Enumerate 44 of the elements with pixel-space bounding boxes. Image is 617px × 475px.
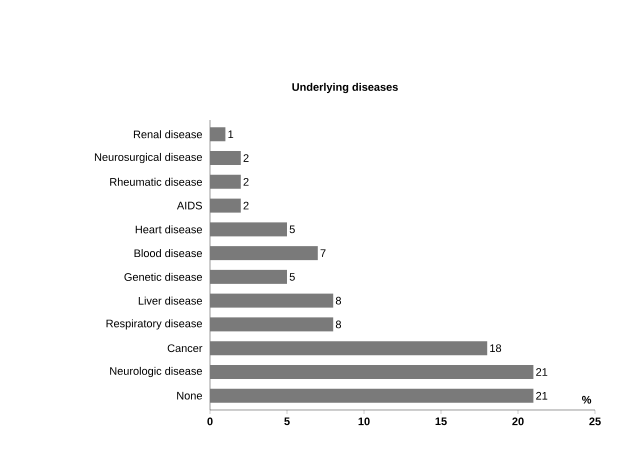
data-label: 2 bbox=[244, 202, 249, 210]
bar bbox=[210, 222, 287, 236]
y-tick-label: Renal disease bbox=[134, 130, 202, 138]
data-label: 7 bbox=[320, 249, 326, 257]
x-tick-label: 10 bbox=[358, 418, 370, 426]
bar bbox=[210, 151, 241, 166]
data-label: 1 bbox=[228, 130, 234, 138]
bar bbox=[210, 174, 241, 189]
x-axis-title: % bbox=[582, 396, 592, 404]
x-tick-label: 20 bbox=[512, 418, 524, 426]
data-label: 5 bbox=[290, 273, 295, 281]
data-label: 18 bbox=[490, 344, 502, 352]
data-label: 21 bbox=[536, 368, 548, 376]
data-label: 21 bbox=[536, 392, 548, 400]
chart-title: Underlying diseases bbox=[292, 82, 398, 94]
x-tick-label: 5 bbox=[284, 418, 290, 426]
bar bbox=[210, 246, 318, 260]
x-tick-label: 0 bbox=[207, 418, 213, 426]
bar bbox=[210, 388, 534, 403]
y-tick-label: Cancer bbox=[168, 344, 202, 352]
bar bbox=[210, 317, 334, 332]
y-tick-label: Neurosurgical disease bbox=[94, 152, 202, 164]
y-tick-label: Rheumatic disease bbox=[110, 178, 202, 186]
y-tick-label: Neurologic disease bbox=[110, 366, 202, 378]
x-tick-label: 15 bbox=[436, 418, 447, 426]
y-tick-label: AIDS bbox=[176, 202, 202, 210]
data-label: 2 bbox=[244, 178, 249, 186]
data-label: 8 bbox=[336, 296, 342, 305]
y-tick-label: Blood disease bbox=[134, 249, 202, 258]
bar bbox=[210, 364, 534, 379]
x-tick-label: 25 bbox=[589, 418, 601, 426]
y-tick-label: None bbox=[177, 392, 202, 400]
data-label: 8 bbox=[336, 320, 342, 328]
bar bbox=[210, 294, 334, 308]
y-tick-label: Respiratory disease bbox=[106, 319, 202, 330]
data-label: 2 bbox=[244, 154, 249, 162]
bar bbox=[210, 270, 287, 284]
y-tick-label: Genetic disease bbox=[124, 272, 202, 281]
bar bbox=[210, 127, 226, 142]
data-label: 5 bbox=[290, 226, 295, 234]
y-tick-label: Liver disease bbox=[138, 296, 202, 305]
y-tick-label: Heart disease bbox=[136, 225, 202, 234]
bar bbox=[210, 198, 241, 213]
bar bbox=[210, 341, 488, 356]
